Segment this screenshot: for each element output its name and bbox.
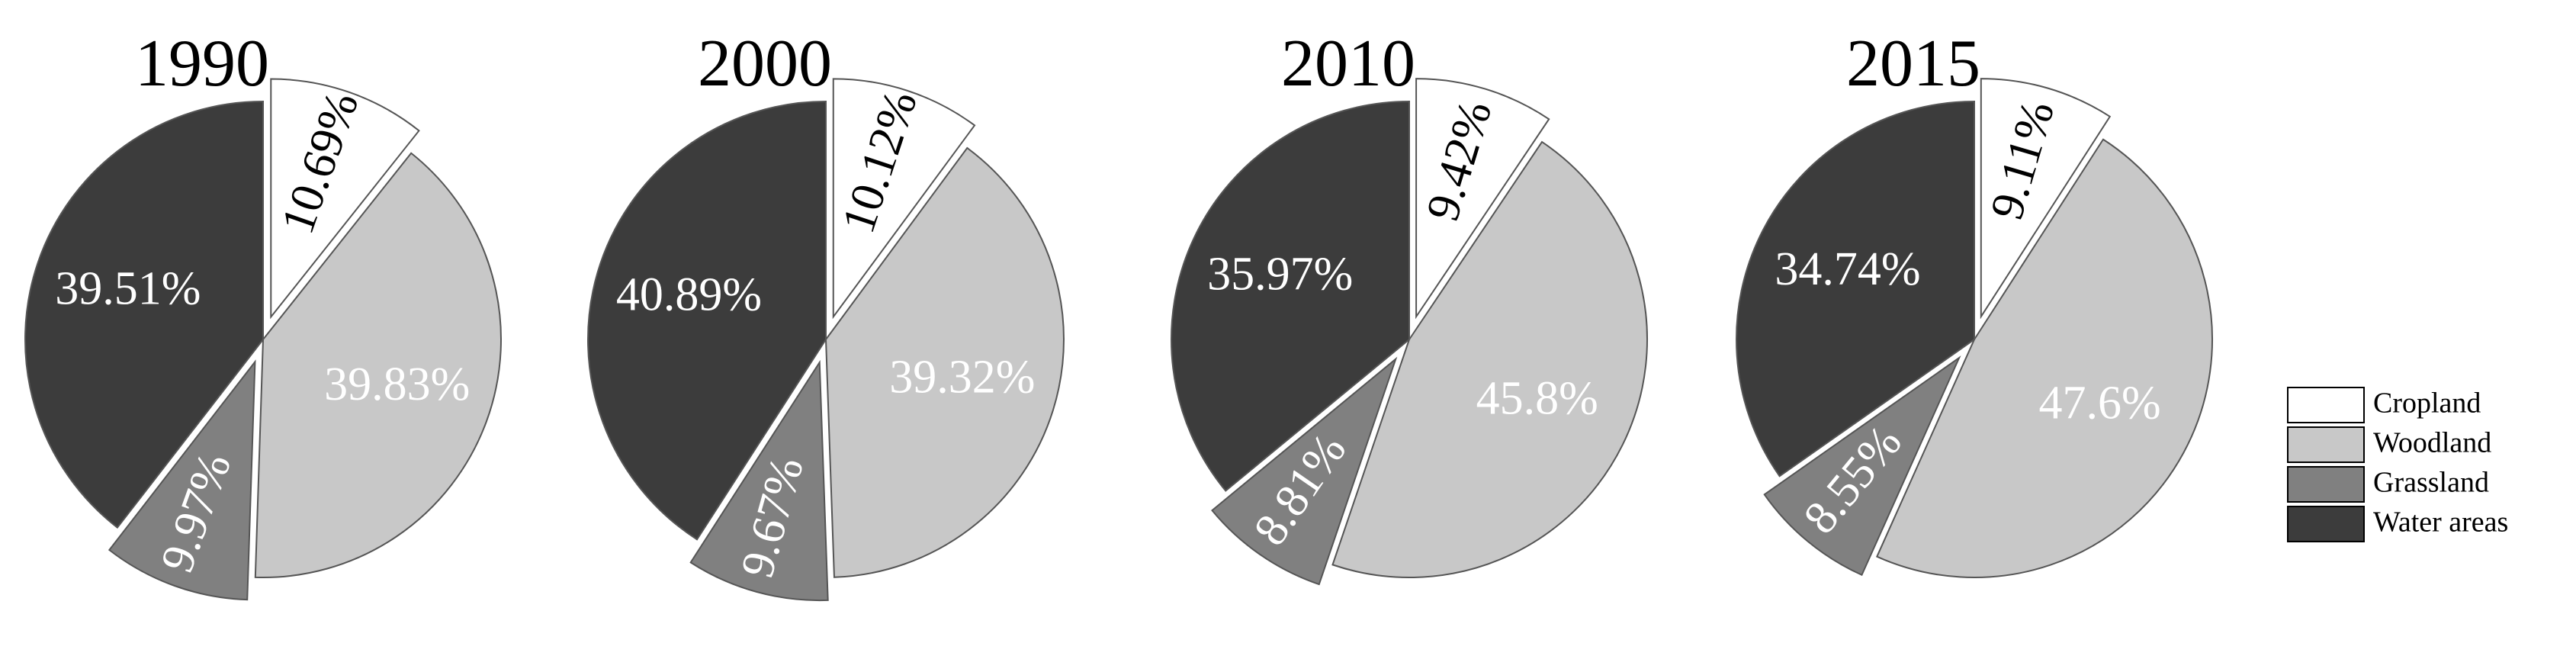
data-label: 39.32% <box>889 352 1035 404</box>
pie-slice <box>1415 78 1550 320</box>
pie-title: 1990 <box>135 27 269 101</box>
data-label: 45.8% <box>1476 372 1598 424</box>
legend-swatch <box>2287 506 2365 542</box>
legend-label: Grassland <box>2373 467 2489 499</box>
legend-label: Water areas <box>2373 506 2508 539</box>
data-label: 47.6% <box>2038 377 2160 429</box>
legend-swatch <box>2287 387 2365 423</box>
pie-slice <box>108 359 256 601</box>
pie-slice <box>1211 356 1398 586</box>
pie-slice <box>24 100 264 529</box>
data-label: 39.83% <box>324 359 470 410</box>
pie-slice <box>1875 138 2213 578</box>
pie-title: 2010 <box>1281 27 1415 101</box>
pie-slice <box>587 100 827 541</box>
legend-swatch <box>2287 426 2365 463</box>
pie-slice <box>689 359 829 602</box>
pie-slice <box>1763 355 1961 577</box>
pie-slice <box>254 152 502 578</box>
pie-slice <box>1171 100 1410 492</box>
pie-slice <box>1331 140 1648 579</box>
pie-slice <box>1980 78 2112 320</box>
data-label: 39.51% <box>55 263 201 315</box>
data-label: 34.74% <box>1775 243 1920 295</box>
pie-title: 2000 <box>698 27 832 101</box>
pie-slice <box>832 78 976 320</box>
data-label: 40.89% <box>616 269 762 320</box>
pie-title: 2015 <box>1846 27 1980 101</box>
pie-slice <box>824 146 1065 578</box>
legend-label: Cropland <box>2373 387 2481 420</box>
legend-swatch <box>2287 466 2365 503</box>
pie-slice <box>270 78 420 320</box>
data-label: 35.97% <box>1207 248 1353 300</box>
pie-slice <box>1736 100 1975 478</box>
legend-label: Woodland <box>2373 427 2491 459</box>
